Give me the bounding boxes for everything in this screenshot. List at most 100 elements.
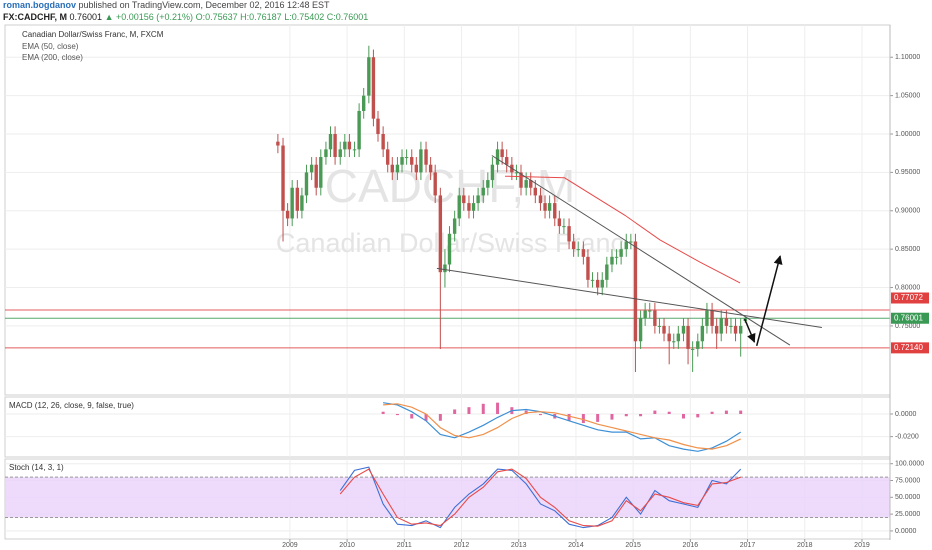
candle-body: [276, 141, 280, 146]
candle-body: [633, 241, 638, 342]
candle-body: [428, 164, 433, 173]
candle-body: [300, 195, 304, 211]
candle-body: [595, 279, 600, 288]
candle-body: [733, 325, 738, 334]
candle-body: [452, 218, 457, 234]
x-tick-label: 2019: [854, 542, 870, 549]
candle-body: [438, 195, 443, 273]
header-line-1: roman.bogdanov published on TradingView.…: [3, 0, 330, 10]
candle-body: [505, 157, 509, 165]
histogram-bar: [481, 403, 485, 414]
candle-body: [481, 187, 485, 196]
macd-line: [383, 402, 742, 452]
y-tick-label: 25.0000: [895, 511, 920, 518]
candle-body: [490, 164, 495, 181]
candle-body: [729, 325, 733, 327]
candle-body: [519, 172, 523, 188]
price-label: 0.76001: [894, 313, 923, 322]
candle-body: [590, 279, 595, 281]
histogram-bar: [596, 413, 600, 422]
candle-body: [538, 195, 543, 204]
histogram-bar: [381, 411, 385, 414]
candle-body: [338, 149, 342, 158]
candle-body: [381, 134, 385, 150]
y-tick-label: 0.80000: [895, 284, 920, 291]
candle-body: [557, 218, 562, 227]
candle-body: [419, 149, 423, 173]
y-tick-label: 0.0000: [895, 528, 917, 535]
y-tick-label: 0.95000: [895, 169, 920, 176]
candle-body: [304, 172, 309, 196]
candle-body: [576, 249, 580, 251]
histogram-bar: [424, 413, 428, 421]
y-tick-label: 1.00000: [895, 131, 920, 138]
candle-body: [662, 325, 666, 334]
candle-body: [324, 149, 328, 158]
candle-body: [281, 145, 285, 211]
price: 0.76001: [70, 12, 103, 22]
price-label-box: [891, 292, 929, 304]
x-tick-label: 2016: [683, 542, 699, 549]
candle-body: [600, 279, 604, 288]
histogram-bar: [453, 409, 457, 414]
stoch-band: [5, 477, 890, 518]
candle-body: [333, 134, 337, 158]
histogram-bar: [639, 413, 643, 417]
candle-body: [371, 57, 376, 119]
candle-body: [495, 149, 500, 165]
x-tick-label: 2013: [511, 542, 527, 549]
candle-body: [367, 57, 371, 96]
candle-body: [467, 203, 471, 211]
histogram-bar: [710, 411, 714, 414]
x-tick-label: 2011: [397, 542, 412, 549]
x-tick-label: 2018: [797, 542, 813, 549]
change: ▲ +0.00156 (+0.21%): [105, 12, 193, 22]
candle-body: [404, 157, 409, 159]
low: L:0.75402: [284, 12, 324, 22]
y-tick-label: 0.0000: [895, 411, 917, 418]
candle-body: [462, 195, 466, 204]
histogram-bar: [496, 402, 500, 414]
open: O:0.75637: [196, 12, 238, 22]
author[interactable]: roman.bogdanov: [3, 0, 76, 10]
macd-line: [383, 403, 741, 450]
y-tick-label: 1.10000: [895, 54, 920, 61]
histogram-bar: [395, 413, 399, 416]
candle-body: [562, 226, 566, 228]
price-label: 0.77072: [894, 293, 923, 302]
candle-body: [457, 195, 461, 219]
trend-line: [491, 155, 791, 346]
histogram-bar: [681, 413, 685, 419]
symbol: FX:CADCHF, M: [3, 12, 67, 22]
panel-title: Stoch (14, 3, 1): [9, 463, 64, 472]
trend-line: [436, 267, 822, 328]
histogram-bar: [410, 413, 414, 419]
candle-body: [295, 187, 300, 211]
panel-title: MACD (12, 26, close, 9, false, true): [9, 401, 134, 410]
watermark: CADCHF, M: [325, 160, 575, 212]
candle-body: [376, 118, 380, 135]
y-tick-label: 0.75000: [895, 323, 920, 330]
candle-body: [524, 180, 528, 188]
histogram-bar: [696, 413, 700, 418]
candle-body: [571, 241, 576, 250]
candle-body: [624, 241, 628, 250]
histogram-bar: [567, 413, 571, 421]
x-tick-label: 2017: [740, 542, 756, 549]
candle-body: [476, 195, 480, 204]
x-tick-label: 2012: [454, 542, 470, 549]
candle-body: [486, 180, 490, 188]
candle-body: [447, 233, 452, 265]
candle-body: [690, 348, 695, 350]
histogram-bar: [724, 410, 728, 414]
candle-body: [676, 333, 681, 342]
histogram-bar: [667, 411, 671, 414]
stoch-line: [339, 468, 741, 527]
y-tick-label: 1.05000: [895, 92, 920, 99]
histogram-bar: [467, 407, 471, 414]
published: published on TradingView.com, December 0…: [79, 0, 330, 10]
close: C:0.76001: [327, 12, 369, 22]
high: H:0.76187: [240, 12, 282, 22]
arrow: [755, 255, 783, 347]
